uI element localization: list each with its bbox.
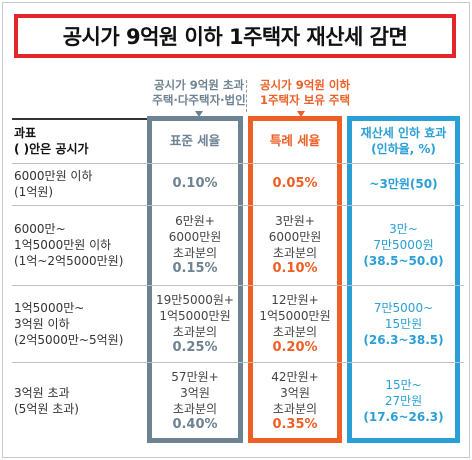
row-2-effect-line3: (38.5~50.0) — [363, 254, 444, 268]
header-top-rule — [12, 118, 147, 120]
table-row-3-left: 1억5000만~ 3억원 이하 (2억5000만~5억원) — [14, 286, 146, 361]
row-1-left-line1: 6000만원 이하 — [14, 169, 93, 183]
row-3-left-line1: 1억5000만~ — [14, 300, 85, 315]
table-row-2-special: 3만원+ 6000만원 초과분의 0.10% — [253, 206, 337, 284]
table-row-1-special: 0.05% — [253, 164, 337, 204]
table-row-4-effect: 15만~ 27만원 (17.6~26.3) — [352, 363, 455, 439]
table-row-1-left: 6000만원 이하 (1억원) — [14, 164, 146, 204]
row-3-special-line2: 1억5000만원 — [259, 308, 331, 323]
header-effect: 재산세 인하 효과 (인하율, %) — [352, 120, 455, 162]
table-row-2-left: 6000만~ 1억5000만원 이하 (1억~2억5000만원) — [14, 206, 146, 284]
table-row-3-special: 12만원+ 1억5000만원 초과분의 0.20% — [253, 286, 337, 361]
row-1-standard-rate: 0.10% — [172, 176, 218, 191]
row-3-left-line2: 3억원 이하 — [14, 316, 70, 331]
row-4-standard-rate: 0.40% — [172, 417, 218, 432]
row-3-standard-line2: 1억5000만원 — [159, 308, 231, 323]
row-4-standard-line1: 57만원+ — [171, 370, 219, 384]
page-title: 공시가 9억원 이하 1주택자 재산세 감면 — [62, 25, 408, 49]
row-4-standard-line3: 초과분의 — [172, 402, 218, 416]
table-row-3-effect: 7만5000~ 15만원 (26.3~38.5) — [352, 286, 455, 361]
header-effect-line2: (인하율, %) — [371, 142, 436, 156]
standard-rate-column — [147, 116, 243, 443]
table-row-4-standard: 57만원+ 3억원 초과분의 0.40% — [152, 363, 238, 439]
special-group-line1: 공시가 9억원 이하 — [259, 78, 351, 92]
row-3-special-line1: 12만원+ — [271, 292, 319, 307]
special-arrow-icon — [297, 111, 305, 117]
row-3-effect-line2: 15만원 — [384, 316, 423, 331]
special-group-label: 공시가 9억원 이하 1주택자 보유 주택 — [250, 78, 360, 108]
header-effect-line1: 재산세 인하 효과 — [360, 126, 447, 140]
effect-column — [347, 116, 460, 443]
row-4-effect-line1: 15만~ — [385, 378, 422, 392]
header-left-line2: ( )안은 공시가 — [14, 142, 89, 156]
row-divider — [12, 285, 464, 286]
row-3-left-line3: (2억5000만~5억원) — [14, 332, 124, 347]
row-3-special-line3: 초과분의 — [272, 324, 318, 339]
row-divider — [12, 205, 464, 206]
row-4-special-rate: 0.35% — [272, 417, 318, 432]
row-2-effect-line2: 7만5000원 — [373, 238, 434, 252]
row-3-special-rate: 0.20% — [272, 339, 318, 355]
standard-group-line1: 공시가 9억원 초과 — [153, 78, 245, 92]
row-2-left-line1: 6000만~ — [14, 222, 66, 236]
table-row-2-effect: 3만~ 7만5000원 (38.5~50.0) — [352, 206, 455, 284]
header-special: 특례 세율 — [253, 120, 337, 162]
special-group-line2: 1주택자 보유 주택 — [259, 93, 351, 107]
row-4-special-line3: 초과분의 — [272, 402, 318, 416]
row-divider — [12, 362, 464, 363]
table-row-1-standard: 0.10% — [152, 164, 238, 204]
header-standard-label: 표준 세율 — [169, 133, 221, 148]
header-left-line1: 과표 — [14, 126, 37, 140]
table-row-4-left: 3억원 초과 (5억원 초과) — [14, 363, 146, 439]
table-row-1-effect: ~3만원(50) — [352, 164, 455, 204]
row-2-effect-line1: 3만~ — [389, 222, 418, 236]
row-4-effect-line3: (17.6~26.3) — [363, 410, 444, 424]
standard-arrow-icon — [195, 111, 203, 117]
header-left: 과표 ( )안은 공시가 — [14, 120, 146, 162]
row-4-special-line2: 3억원 — [280, 386, 310, 400]
row-4-left-line2: (5억원 초과) — [14, 402, 79, 416]
row-4-left-line1: 3억원 초과 — [14, 386, 70, 400]
row-2-left-line2: 1억5000만원 이하 — [14, 238, 112, 252]
title-box: 공시가 9억원 이하 1주택자 재산세 감면 — [14, 14, 456, 58]
header-standard: 표준 세율 — [152, 120, 238, 162]
row-4-standard-line2: 3억원 — [180, 386, 210, 400]
row-3-standard-rate: 0.25% — [172, 339, 218, 355]
row-3-effect-line3: (26.3~38.5) — [363, 332, 444, 347]
row-1-left-line2: (1억원) — [14, 185, 54, 199]
table-row-4-special: 42만원+ 3억원 초과분의 0.35% — [253, 363, 337, 439]
group-divider — [246, 80, 248, 112]
row-divider — [12, 163, 464, 164]
row-2-special-line3: 초과분의 — [272, 246, 318, 260]
standard-group-label: 공시가 9억원 초과 주택·다주택자·법인 — [128, 78, 270, 108]
row-2-special-line1: 3만원+ — [275, 214, 315, 228]
row-2-special-line2: 6000만원 — [268, 230, 322, 244]
special-rate-column — [248, 116, 342, 443]
row-2-standard-line2: 6000만원 — [168, 230, 222, 244]
table-row-2-standard: 6만원+ 6000만원 초과분의 0.15% — [152, 206, 238, 284]
row-1-effect: ~3만원(50) — [369, 177, 438, 191]
standard-group-line2: 주택·다주택자·법인 — [152, 93, 246, 107]
row-2-standard-rate: 0.15% — [172, 261, 218, 276]
row-4-effect-line2: 27만원 — [384, 394, 423, 408]
table-row-3-standard: 19만5000원+ 1억5000만원 초과분의 0.25% — [152, 286, 238, 361]
row-4-special-line1: 42만원+ — [271, 370, 319, 384]
header-special-label: 특례 세율 — [269, 133, 321, 148]
row-3-standard-line3: 초과분의 — [172, 324, 218, 339]
row-2-standard-line1: 6만원+ — [175, 214, 215, 228]
row-1-special-rate: 0.05% — [272, 176, 318, 191]
row-3-standard-line1: 19만5000원+ — [156, 292, 234, 307]
row-2-left-line3: (1억~2억5000만원) — [14, 254, 124, 268]
row-2-standard-line3: 초과분의 — [172, 246, 218, 260]
row-3-effect-line1: 7만5000~ — [373, 300, 434, 315]
row-2-special-rate: 0.10% — [272, 261, 318, 276]
